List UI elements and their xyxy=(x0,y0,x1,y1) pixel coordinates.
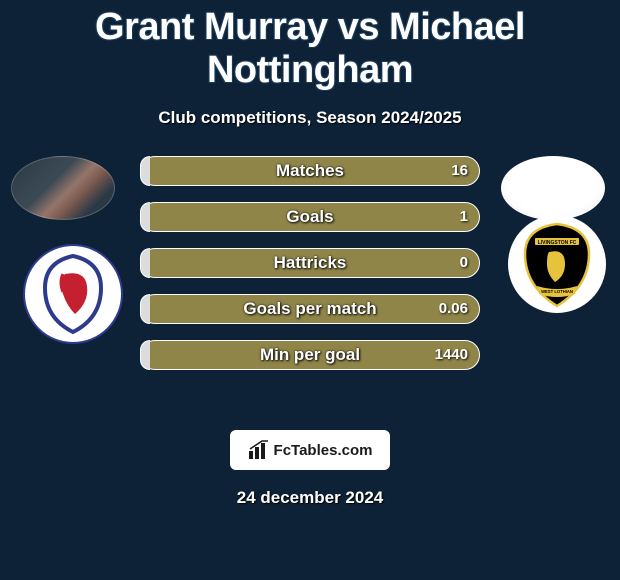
left-club-badge xyxy=(23,244,123,344)
date-label: 24 december 2024 xyxy=(0,488,620,508)
comparison-panel: LIVINGSTON FC WEST LOTHIAN Matches16 Goal… xyxy=(0,156,620,416)
right-player-photo xyxy=(501,156,605,220)
stat-bar-row: Hattricks0 xyxy=(140,248,480,278)
stat-bar-right-value: 0 xyxy=(460,248,468,278)
left-player-photo xyxy=(11,156,115,220)
brand-text: FcTables.com xyxy=(274,442,373,459)
subtitle: Club competitions, Season 2024/2025 xyxy=(0,108,620,128)
stat-bar-right-value: 1 xyxy=(460,202,468,232)
stat-bar-label: Min per goal xyxy=(140,340,480,370)
brand-box: FcTables.com xyxy=(230,430,390,470)
stat-bars: Matches16 Goals1 Hattricks0 Goals per match… xyxy=(140,156,480,386)
stat-bar-label: Goals xyxy=(140,202,480,232)
stat-bar-right-value: 1440 xyxy=(435,340,468,370)
svg-text:LIVINGSTON FC: LIVINGSTON FC xyxy=(538,240,577,246)
stat-bar-label: Goals per match xyxy=(140,294,480,324)
brand-icon xyxy=(248,440,270,460)
stat-bar-right-value: 0.06 xyxy=(439,294,468,324)
svg-text:WEST LOTHIAN: WEST LOTHIAN xyxy=(541,289,573,294)
right-player-column: LIVINGSTON FC WEST LOTHIAN xyxy=(495,156,615,396)
stat-bar-right-value: 16 xyxy=(451,156,468,186)
stat-bar-label: Matches xyxy=(140,156,480,186)
stat-bar-row: Min per goal1440 xyxy=(140,340,480,370)
stat-bar-row: Matches16 xyxy=(140,156,480,186)
left-player-column xyxy=(5,156,120,396)
right-club-badge: LIVINGSTON FC WEST LOTHIAN xyxy=(507,214,607,314)
stat-bar-row: Goals1 xyxy=(140,202,480,232)
stat-bar-row: Goals per match0.06 xyxy=(140,294,480,324)
page-title: Grant Murray vs Michael Nottingham xyxy=(0,0,620,92)
stat-bar-label: Hattricks xyxy=(140,248,480,278)
